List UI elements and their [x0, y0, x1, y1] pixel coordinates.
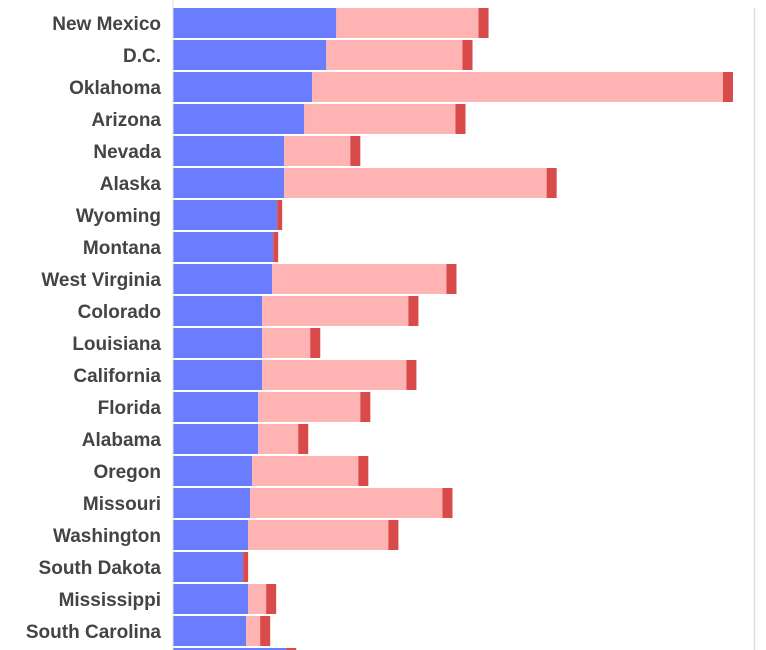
state-label: South Carolina	[26, 622, 162, 643]
bar-segment-red	[462, 40, 473, 70]
bar-segment-pink	[262, 296, 409, 326]
state-label: Colorado	[78, 302, 161, 323]
bar-segment-blue	[173, 40, 327, 70]
bar-segment-pink	[250, 488, 443, 518]
bar-segment-blue	[173, 552, 244, 582]
state-label: Arizona	[91, 110, 161, 131]
bar-segment-blue	[173, 8, 337, 38]
labels-layer: New Mexico D.C. Oklahoma Arizona Nevada Alask…	[26, 14, 162, 643]
bar-segment-red	[478, 8, 489, 38]
bar-segment-red	[243, 552, 249, 582]
state-label: California	[73, 366, 161, 387]
bar-segment-blue	[173, 520, 249, 550]
bar-segment-pink	[246, 616, 261, 646]
bar-segment-pink	[326, 40, 463, 70]
bar-segment-blue	[173, 72, 313, 102]
bar-segment-red	[408, 296, 419, 326]
bar-segment-blue	[173, 488, 251, 518]
state-label: Louisiana	[72, 334, 161, 355]
bar-segment-blue	[173, 360, 263, 390]
state-label: Missouri	[83, 494, 161, 515]
bar-segment-red	[360, 392, 371, 422]
state-label: Florida	[98, 398, 162, 419]
bar-segment-blue	[173, 392, 259, 422]
bar-segment-blue	[173, 200, 278, 230]
bar-segment-blue	[173, 648, 287, 650]
bar-segment-red	[266, 584, 277, 614]
bar-segment-blue	[173, 264, 273, 294]
bar-segment-blue	[173, 424, 259, 454]
state-label: New Mexico	[52, 14, 161, 35]
state-label: Oregon	[93, 462, 161, 483]
bar-segment-blue	[173, 456, 253, 486]
bar-segment-red	[455, 104, 466, 134]
bar-segment-blue	[173, 168, 285, 198]
state-label: Wyoming	[76, 206, 161, 227]
state-label: Montana	[83, 238, 162, 259]
state-label: Nevada	[93, 142, 161, 163]
bar-segment-red	[350, 136, 361, 166]
bar-segment-red	[358, 456, 369, 486]
bar-segment-pink	[248, 520, 389, 550]
bar-segment-pink	[284, 136, 351, 166]
bar-segment-pink	[252, 456, 359, 486]
bar-segment-pink	[272, 264, 447, 294]
bar-segment-pink	[258, 424, 299, 454]
state-label: South Dakota	[39, 558, 162, 579]
bar-segment-red	[260, 616, 271, 646]
state-label: D.C.	[123, 46, 161, 67]
state-label: Alabama	[82, 430, 162, 451]
bar-segment-red	[286, 648, 297, 650]
state-label: West Virginia	[41, 270, 161, 291]
state-label: Alaska	[100, 174, 162, 195]
bar-segment-red	[277, 200, 283, 230]
bar-segment-blue	[173, 232, 274, 262]
bar-segment-red	[546, 168, 557, 198]
state-label: Washington	[53, 526, 161, 547]
bar-segment-pink	[336, 8, 479, 38]
bar-segment-pink	[258, 392, 361, 422]
bar-segment-red	[442, 488, 453, 518]
bar-segment-red	[298, 424, 309, 454]
bar-segment-red	[310, 328, 321, 358]
bar-segment-red	[406, 360, 417, 390]
bars-layer	[173, 8, 733, 650]
bar-segment-pink	[312, 72, 723, 102]
bar-segment-blue	[173, 616, 247, 646]
bar-segment-pink	[248, 584, 267, 614]
bar-segment-pink	[284, 168, 547, 198]
bar-segment-red	[388, 520, 399, 550]
bar-segment-blue	[173, 136, 285, 166]
bar-segment-red	[446, 264, 457, 294]
bar-segment-pink	[262, 328, 311, 358]
state-label: Oklahoma	[69, 78, 161, 99]
bar-segment-pink	[304, 104, 456, 134]
bar-segment-blue	[173, 104, 305, 134]
bar-segment-blue	[173, 328, 263, 358]
bar-segment-blue	[173, 296, 263, 326]
state-label: Mississippi	[59, 590, 161, 611]
bar-segment-pink	[262, 360, 407, 390]
bar-segment-blue	[173, 584, 249, 614]
bar-segment-red	[273, 232, 279, 262]
bar-segment-red	[722, 72, 733, 102]
